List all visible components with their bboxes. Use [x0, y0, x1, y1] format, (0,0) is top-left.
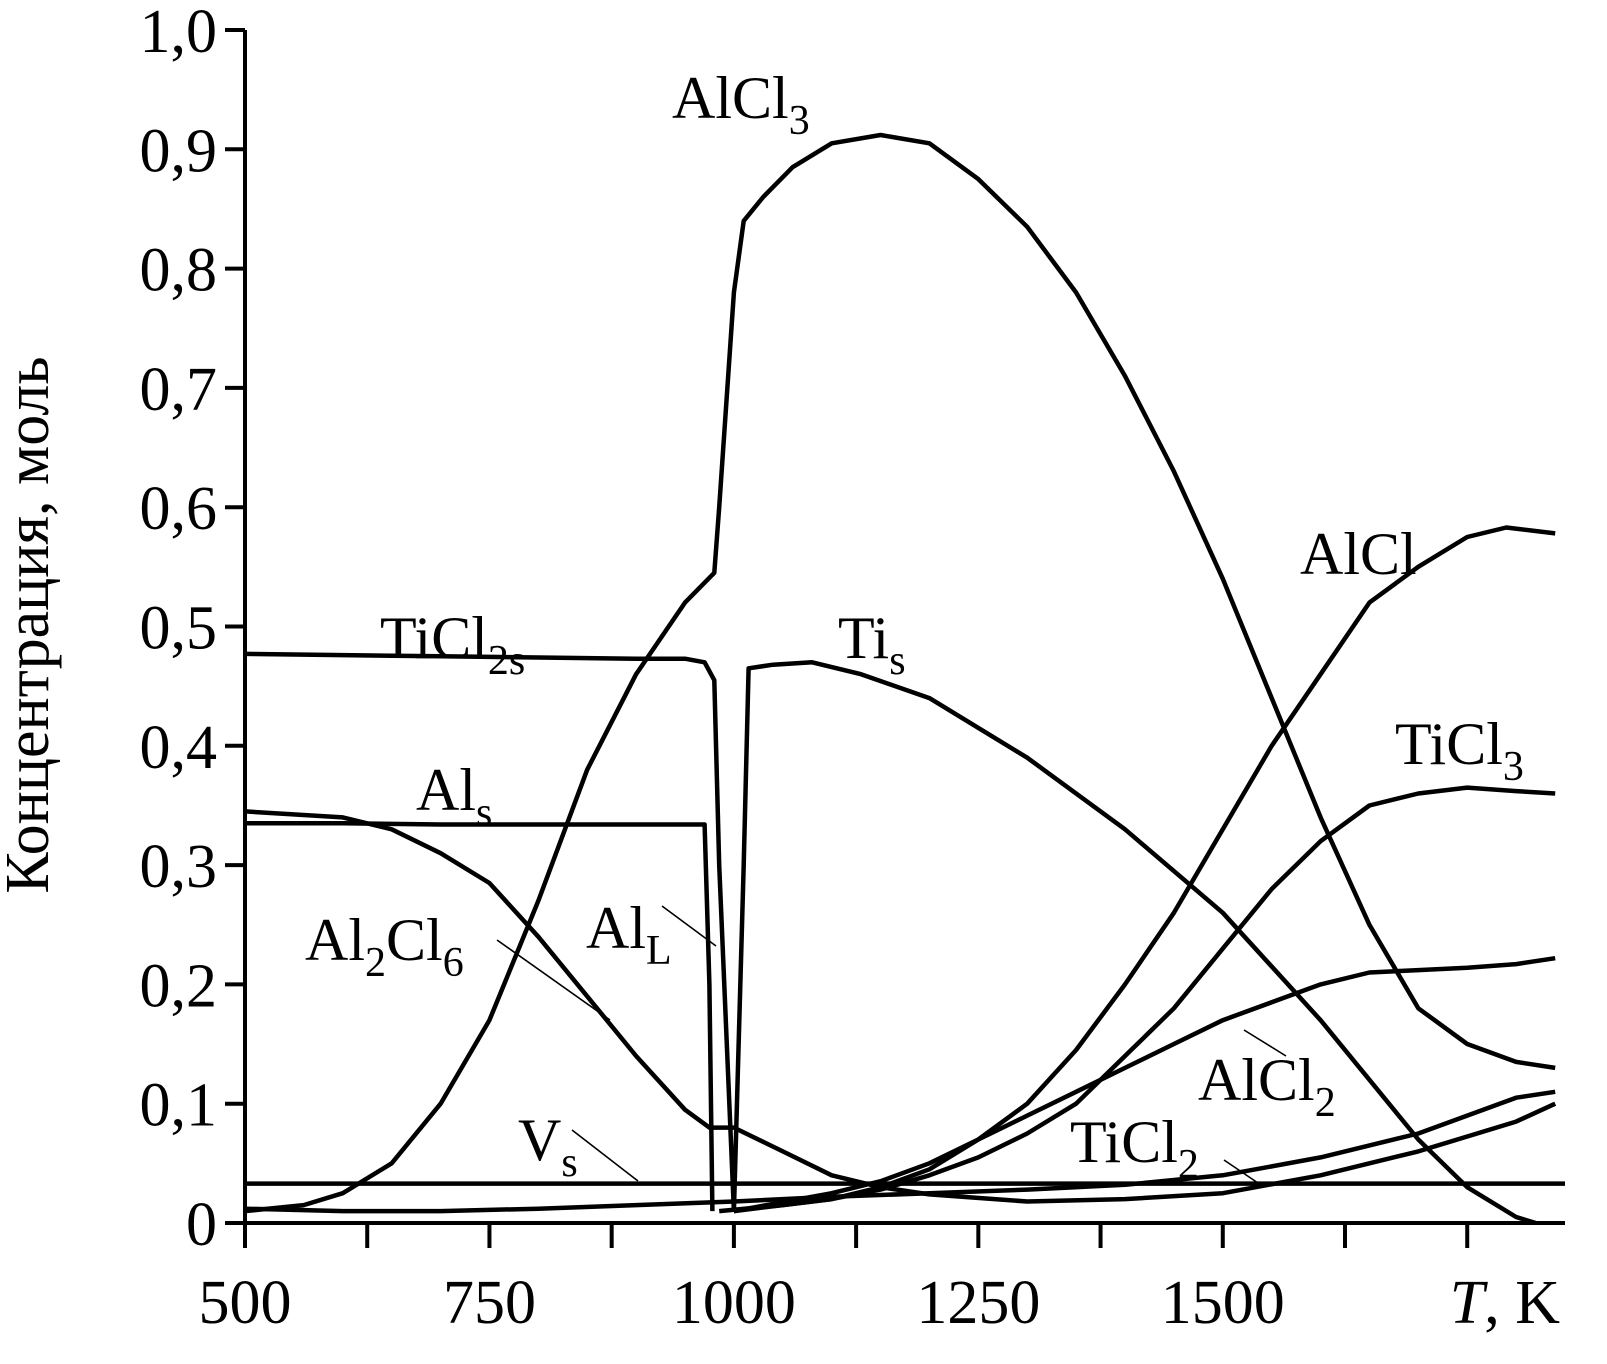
series-label-sub: 2s — [488, 638, 525, 684]
x-tick-label: 1000 — [672, 1269, 796, 1337]
label-leader-lines — [496, 905, 1287, 1184]
y-tick-label: 0 — [186, 1191, 217, 1259]
x-tick-label: 500 — [199, 1269, 292, 1337]
label-leader-line — [661, 905, 717, 947]
series-line-Als — [245, 821, 715, 1212]
series-label-sub: s — [889, 638, 905, 684]
series-label-main: Al — [305, 907, 365, 973]
y-tick-label: 1,0 — [140, 0, 218, 66]
series-label-Tis: Tis — [838, 605, 906, 684]
label-leader-line — [496, 939, 611, 1021]
series-label-TiCl2: TiCl2 — [1070, 1109, 1199, 1188]
y-tick-label: 0,1 — [140, 1072, 218, 1140]
y-tick-label: 0,9 — [140, 117, 218, 185]
x-axis-title-var: T — [1450, 1269, 1489, 1337]
series-label-main: TiCl — [380, 605, 488, 671]
series-label-main: AlCl — [1198, 1047, 1315, 1113]
x-tick-label: 1500 — [1161, 1269, 1285, 1337]
series-label-main: Al — [586, 895, 646, 961]
x-axis-title: T, K — [1450, 1269, 1560, 1337]
series-label-sub: 3 — [1503, 744, 1524, 790]
series-label-AlCl: AlCl — [1300, 521, 1417, 587]
series-label-sub: L — [646, 928, 672, 974]
series-label-Vs: Vs — [518, 1107, 578, 1186]
series-line-TiCl3 — [733, 785, 1556, 1214]
series-line-Al2Cl6 — [244, 809, 1557, 1204]
y-tick-label: 0,3 — [140, 833, 218, 901]
series-label-main: Ti — [838, 605, 889, 671]
x-tick-label: 1250 — [916, 1269, 1040, 1337]
y-tick-label: 0,4 — [140, 714, 218, 782]
series-label-main: Al — [416, 757, 476, 823]
y-axis-title: Концентрация, моль — [0, 356, 62, 893]
y-tick-label: 0,7 — [140, 356, 218, 424]
series-label-sub: 3 — [789, 98, 810, 144]
series-line-AlCl3 — [244, 132, 1556, 1214]
axes: 0 0,1 0,2 0,3 0,4 0,5 0,6 0,7 0,8 0,9 1,0 500 750 100… — [0, 0, 1565, 1337]
series-label-AlL: AlL — [586, 895, 672, 974]
series-label-sub: 2 — [1315, 1080, 1336, 1126]
series-label-AlCl2: AlCl2 — [1198, 1047, 1336, 1126]
series-label-main: TiCl — [1395, 711, 1503, 777]
y-tick-label: 0,8 — [140, 237, 218, 305]
series-label-main: AlCl — [1300, 521, 1417, 587]
series-line-TiCl2 — [244, 1089, 1556, 1214]
series-label-main: V — [518, 1107, 561, 1173]
series-label-sub: 2 — [365, 940, 386, 986]
series-label-sub: s — [476, 790, 492, 836]
y-tick-label: 0,2 — [140, 952, 218, 1020]
series-label-Al2Cl6: Al2Cl6 — [305, 907, 464, 986]
series-label-sub2: 6 — [443, 940, 464, 986]
series-label-sub: s — [561, 1140, 577, 1186]
label-leader-line — [1223, 1159, 1259, 1184]
series-line-Tis — [731, 660, 1537, 1226]
series-label-sub: 2 — [1178, 1142, 1199, 1188]
series-label-main: AlCl — [672, 65, 789, 131]
series-line-AlCl2 — [733, 955, 1556, 1214]
series-label-main: TiCl — [1070, 1109, 1178, 1175]
series-line-TiCl2s — [244, 651, 737, 1212]
series-lines — [244, 132, 1565, 1226]
series-label-main2: Cl — [386, 907, 443, 973]
x-tick-label: 750 — [443, 1269, 536, 1337]
x-axis-title-unit: , K — [1484, 1269, 1560, 1337]
series-label-AlCl3: AlCl3 — [672, 65, 810, 144]
series-label-TiCl3: TiCl3 — [1395, 711, 1524, 790]
y-tick-label: 0,5 — [140, 595, 218, 663]
label-leader-line — [1243, 1029, 1287, 1057]
label-leader-line — [571, 1129, 639, 1182]
y-tick-label: 0,6 — [140, 475, 218, 543]
series-label-Als: Als — [416, 757, 492, 836]
series-label-TiCl2s: TiCl2s — [380, 605, 525, 684]
